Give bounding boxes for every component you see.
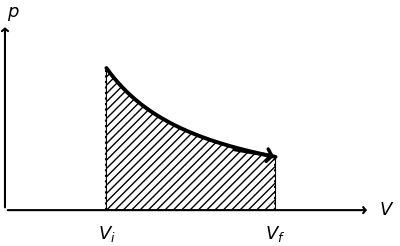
Text: p: p bbox=[8, 3, 19, 21]
Polygon shape bbox=[106, 68, 276, 210]
Text: V: V bbox=[380, 201, 392, 219]
Text: $V_i$: $V_i$ bbox=[98, 224, 115, 244]
Text: $V_f$: $V_f$ bbox=[265, 224, 286, 244]
